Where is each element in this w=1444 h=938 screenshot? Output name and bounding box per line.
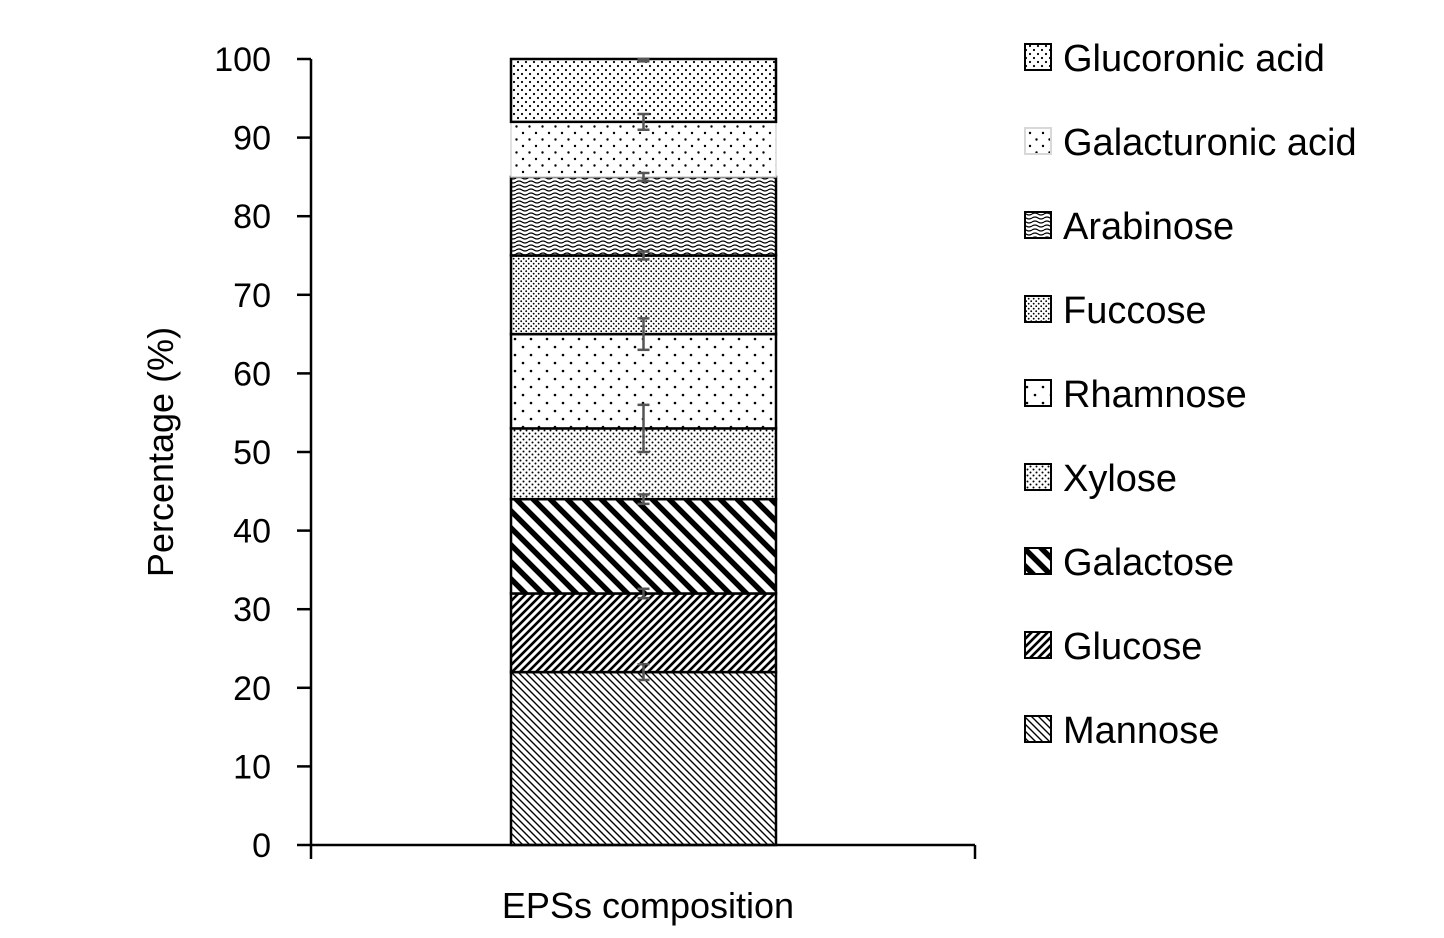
- y-tick-label: 100: [214, 41, 271, 79]
- y-tick-label: 50: [233, 434, 271, 472]
- error-bar-galacturonic-acid: [637, 112, 650, 131]
- y-tick-label: 20: [233, 670, 271, 708]
- bar-segment-xylose: [509, 427, 778, 501]
- y-tick-label: 60: [233, 355, 271, 393]
- legend-label: Arabinose: [1063, 206, 1234, 248]
- legend-swatch: [1024, 127, 1052, 155]
- legend-item-arabinose: Arabinose: [1024, 206, 1234, 248]
- legend-label: Glucoronic acid: [1063, 38, 1325, 80]
- bar-segment-galacturonic-acid: [510, 121, 777, 178]
- error-bar-glucose: [637, 587, 650, 600]
- legend-swatch: [1024, 379, 1052, 407]
- error-bar-rhamnose: [637, 317, 650, 352]
- y-tick-label: 70: [233, 277, 271, 315]
- error-bar-xylose: [637, 403, 650, 454]
- bar-segment-galactose: [509, 497, 778, 595]
- legend-swatch: [1024, 211, 1052, 239]
- y-tick-label: 90: [233, 120, 271, 158]
- legend-item-mannose: Mannose: [1024, 710, 1219, 752]
- error-bar-mannose: [637, 662, 650, 682]
- legend-item-glucoronic-acid: Glucoronic acid: [1024, 38, 1325, 80]
- error-bar-glucoronic-acid: [637, 57, 650, 63]
- y-tick-label: 0: [252, 827, 271, 865]
- bar-segment-glucoronic-acid: [509, 57, 778, 124]
- bar-segment-mannose: [509, 670, 778, 847]
- legend-label: Rhamnose: [1063, 374, 1247, 416]
- y-axis-title: Percentage (%): [140, 327, 181, 577]
- y-tick-label: 80: [233, 198, 271, 236]
- legend-label: Mannose: [1063, 710, 1219, 752]
- error-bar-fuccose: [637, 250, 650, 261]
- error-bar-galactose: [637, 493, 650, 506]
- legend-swatch: [1024, 463, 1052, 491]
- bar-segment-glucose: [509, 592, 778, 674]
- legend-swatch: [1024, 295, 1052, 323]
- legend-label: Galacturonic acid: [1063, 122, 1357, 164]
- y-tick-label: 30: [233, 591, 271, 629]
- axes: 0 10 20 30 40 50 60 70 80 90 100: [214, 41, 977, 865]
- bar-segment-arabinose: [509, 175, 778, 257]
- legend-label: Glucose: [1063, 626, 1202, 668]
- legend: Glucoronic acid Galacturonic acid Arabinos…: [1024, 38, 1357, 752]
- legend-swatch: [1024, 43, 1052, 71]
- legend-swatch: [1024, 715, 1052, 743]
- error-bars: [637, 57, 650, 682]
- y-tick-label: 10: [233, 748, 271, 786]
- legend-item-xylose: Xylose: [1024, 458, 1177, 500]
- x-axis-title: EPSs composition: [502, 885, 794, 926]
- legend-swatch: [1024, 547, 1052, 575]
- legend-label: Fuccose: [1063, 290, 1207, 332]
- legend-label: Xylose: [1063, 458, 1177, 500]
- legend-label: Galactose: [1063, 542, 1234, 584]
- legend-item-galacturonic-acid: Galacturonic acid: [1024, 122, 1357, 164]
- legend-item-galactose: Galactose: [1024, 542, 1234, 584]
- legend-swatch: [1024, 631, 1052, 659]
- y-tick-label: 40: [233, 513, 271, 551]
- legend-item-glucose: Glucose: [1024, 626, 1202, 668]
- error-bar-arabinose: [637, 171, 650, 183]
- legend-item-rhamnose: Rhamnose: [1024, 374, 1247, 416]
- legend-item-fuccose: Fuccose: [1024, 290, 1207, 332]
